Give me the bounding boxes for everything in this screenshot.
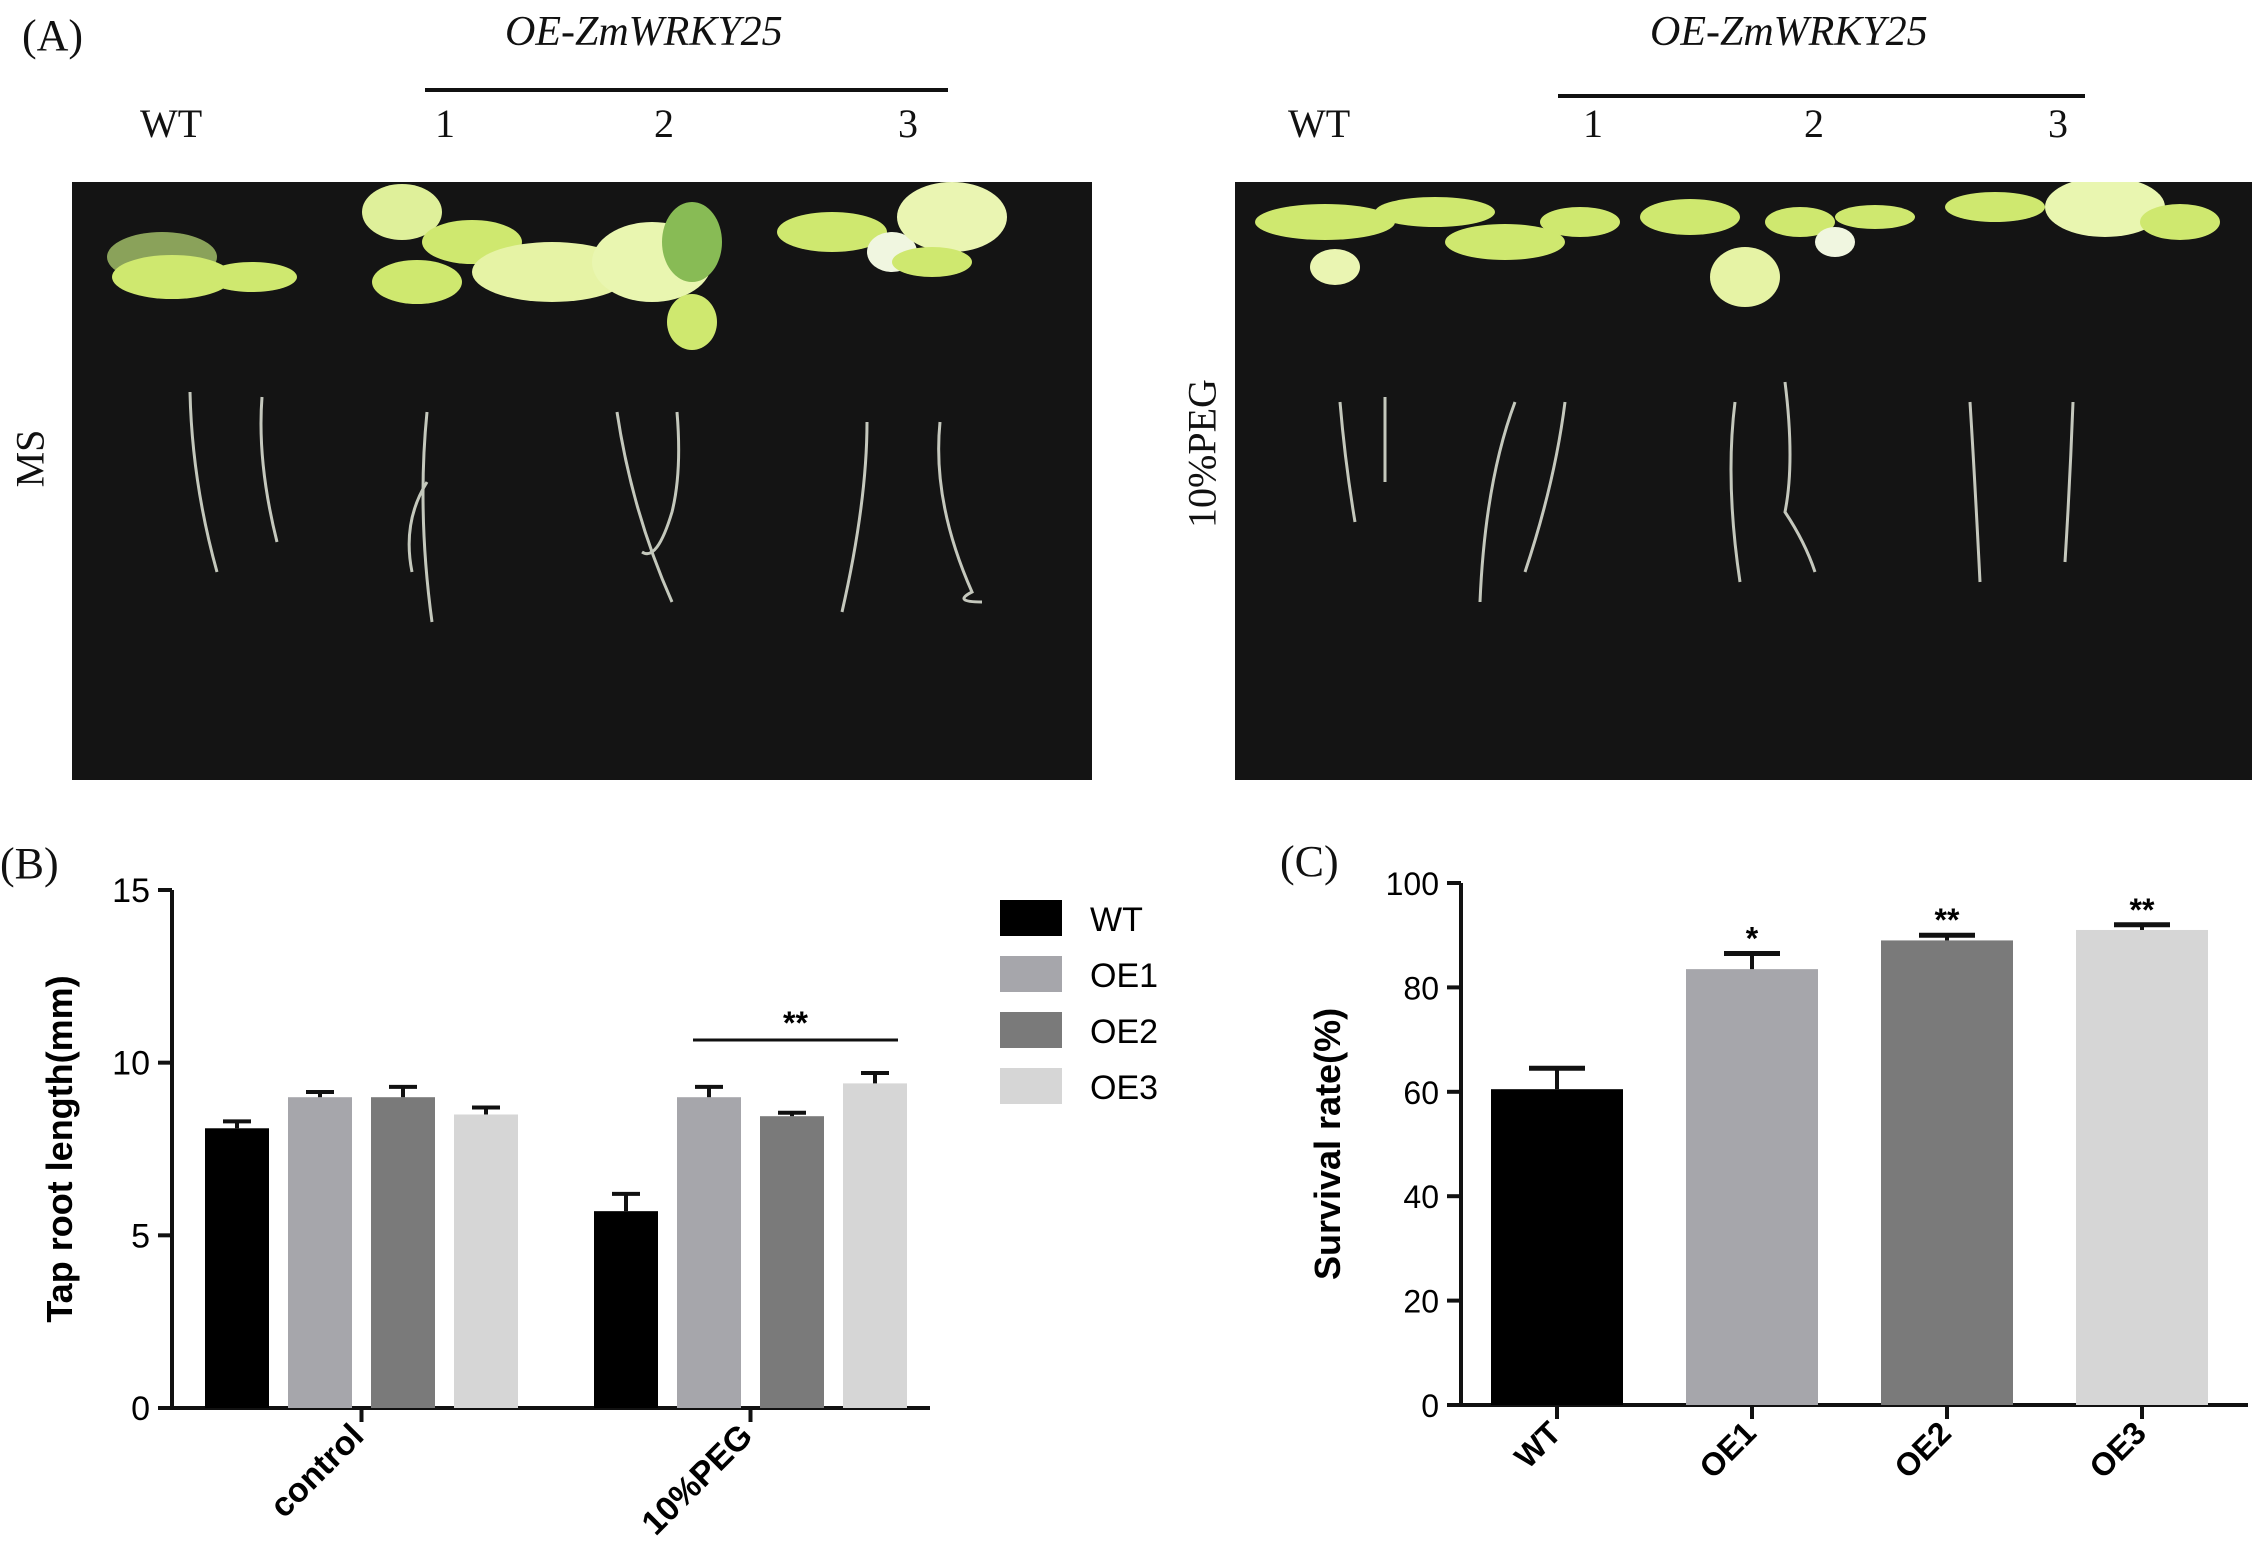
left-group-label: OE-ZmWRKY25 [505,9,783,55]
seedling-photo-peg [1235,182,2252,780]
y-tick-label: 80 [1403,970,1439,1006]
right-line-3-label: 3 [2048,101,2068,146]
legend-label-oe3: OE3 [1090,1069,1158,1107]
significance-label-oe1: * [1746,920,1759,956]
bar-oe3-control [454,1114,518,1408]
x-tick-label-0: control [263,1417,371,1525]
condition-peg-label: 10%PEG [1179,379,1225,528]
seedlings-ms-illustration [107,182,1007,623]
y-tick-label: 5 [131,1217,150,1255]
right-group-label: OE-ZmWRKY25 [1650,9,1928,55]
bar-oe1-control [288,1097,352,1408]
chart-survival-rate: 0 20 40 60 80 100 Survival rate(%) WT * OE1 ** OE2 *… [1307,866,2248,1485]
panel-a-label: (A) [22,11,84,60]
bar-wt-peg [594,1211,658,1408]
significance-label-oe3: ** [2130,892,2155,928]
panel-c-label: (C) [1280,837,1339,886]
left-wt-label: WT [140,101,203,146]
bar-oe2 [1881,940,2013,1405]
x-tick-label-oe3: OE3 [2082,1414,2153,1485]
legend-swatch-oe1 [1000,956,1062,992]
y-tick-label: 0 [1421,1388,1439,1424]
legend-label-oe2: OE2 [1090,1013,1158,1051]
x-tick-label-wt: WT [1507,1414,1568,1475]
bar-oe2-peg [760,1116,824,1408]
seedlings-peg-illustration [1255,182,2220,603]
left-line-2-label: 2 [654,101,674,146]
right-line-2-label: 2 [1804,101,1824,146]
seedling-photo-ms [72,182,1092,780]
right-line-1-label: 1 [1583,101,1603,146]
y-tick-label: 20 [1403,1284,1439,1320]
legend-swatch-oe2 [1000,1012,1062,1048]
legend-label-oe1: OE1 [1090,957,1158,995]
bar-oe1 [1686,969,1818,1405]
x-tick-label-1: 10%PEG [634,1417,760,1543]
bar-wt [1491,1089,1623,1405]
bar-oe3-peg [843,1083,907,1408]
y-tick-label: 60 [1403,1075,1439,1111]
left-line-1-label: 1 [435,101,455,146]
x-tick-label-oe2: OE2 [1887,1414,1958,1485]
chart-tap-root-length: 0 5 10 15 Tap root length(mm) control 10%PEG **… [39,872,1158,1543]
legend-swatch-oe3 [1000,1068,1062,1104]
significance-label: ** [783,1005,808,1041]
left-line-3-label: 3 [898,101,918,146]
y-tick-label: 15 [112,872,150,910]
y-tick-label: 40 [1403,1179,1439,1215]
legend-swatch-wt [1000,900,1062,936]
y-tick-label: 0 [131,1390,150,1428]
x-tick-label-oe1: OE1 [1692,1414,1763,1485]
legend-label-wt: WT [1090,901,1143,939]
bar-wt-control [205,1128,269,1408]
bar-oe2-control [371,1097,435,1408]
panel-b-label: (B) [0,839,59,888]
left-group-line [425,88,948,92]
y-tick-label: 100 [1386,866,1439,902]
significance-label-oe2: ** [1935,902,1960,938]
right-group-line [1558,94,2085,98]
y-axis-title: Survival rate(%) [1307,1008,1348,1280]
right-wt-label: WT [1288,101,1351,146]
bar-oe3 [2076,929,2208,1405]
condition-ms-label: MS [7,429,53,488]
y-axis-title: Tap root length(mm) [39,975,80,1322]
y-tick-label: 10 [112,1045,150,1083]
bar-oe1-peg [677,1097,741,1408]
